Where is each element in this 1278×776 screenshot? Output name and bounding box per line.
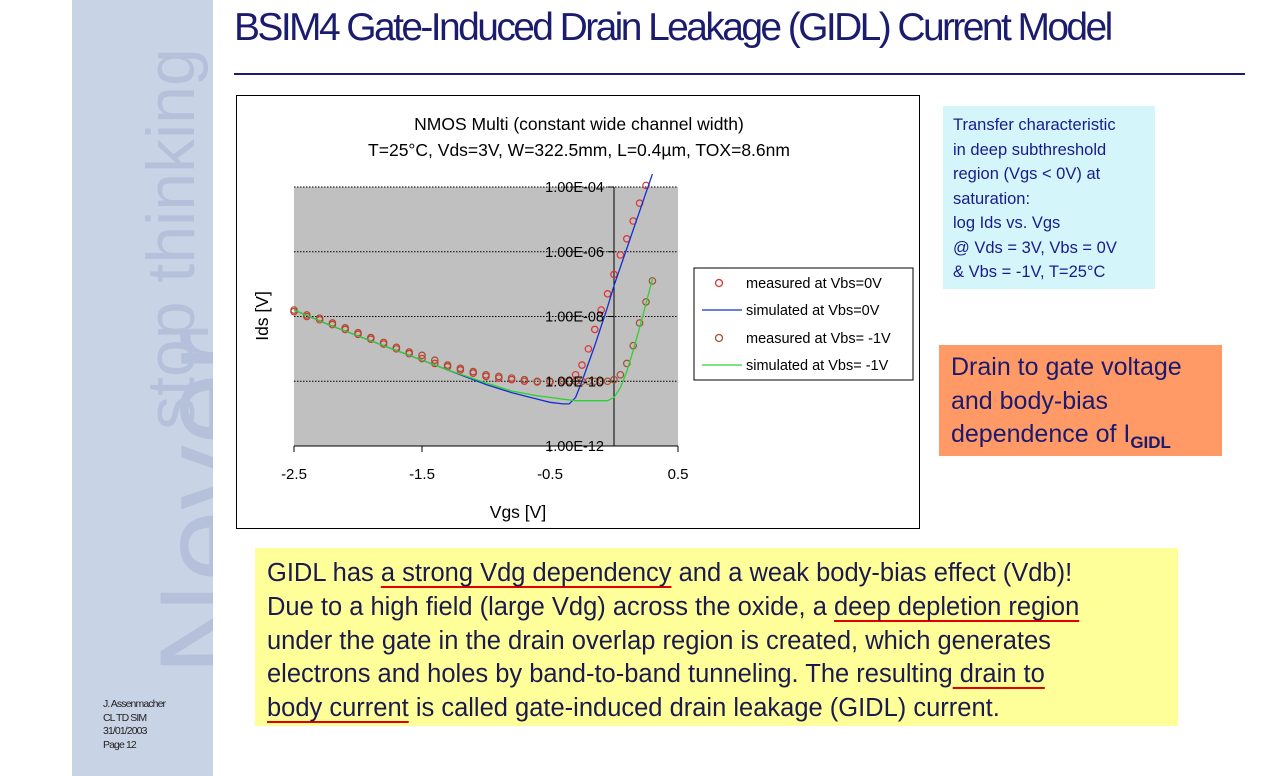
x-tick-label: -1.5 [409, 466, 435, 483]
chart-title: NMOS Multi (constant wide channel width) [414, 114, 744, 134]
data-point [290, 306, 298, 314]
data-point [443, 361, 452, 369]
data-point [482, 370, 490, 379]
legend-label: simulated at Vbs=0V [746, 303, 880, 319]
data-point [418, 351, 426, 360]
gidl-explanation: GIDL has a strong Vdg dependency and a w… [255, 548, 1178, 726]
legend-marker-swatch [714, 333, 724, 343]
data-point [520, 375, 529, 384]
sidebar-watermark: stop thinking Never [132, 48, 213, 676]
side-note-line: saturation: [953, 189, 1031, 208]
side-note-line: @ Vds = 3V, Vbs = 0V [953, 238, 1117, 257]
gidl-text: Due to a high field (large Vdg) across t… [267, 592, 834, 621]
data-point [303, 311, 311, 319]
data-point [610, 375, 618, 384]
side-note: Transfer characteristic in deep subthres… [943, 106, 1155, 289]
watermark-never: Never [132, 329, 213, 676]
chart-svg: NMOS Multi (constant wide channel width)… [252, 114, 914, 522]
gidl-line: electrons and holes by band-to-band tunn… [267, 658, 1166, 692]
data-point [597, 306, 606, 314]
callout-text: dependence of I [951, 420, 1131, 448]
gidl-text: and a weak body-bias effect (Vdb)! [671, 559, 1073, 587]
footer-dept: CL TD SIM [103, 711, 147, 724]
data-point [622, 359, 631, 368]
legend-label: measured at Vbs=0V [746, 276, 882, 292]
data-point [494, 372, 503, 381]
data-point [456, 364, 465, 373]
x-axis-label: Vgs [V] [490, 502, 546, 522]
y-tick-label: 1.00E-08 [545, 310, 604, 326]
side-note-line: Transfer characteristic [953, 116, 1116, 134]
footer-author: J. Assenmacher [103, 698, 166, 710]
x-tick-label: -0.5 [537, 466, 563, 483]
y-tick-label: 1.00E-04 [545, 180, 604, 196]
slide-title: BSIM4 Gate-Induced Drain Leakage (GIDL) … [234, 6, 1113, 49]
gidl-underlined: drain to [952, 660, 1045, 689]
gidl-text: is called gate-induced drain leakage (GI… [408, 694, 1000, 723]
side-note-line: region (Vgs < 0V) at [953, 165, 1101, 183]
legend-marker-swatch [714, 278, 724, 288]
side-note-line: in deep subthreshold [953, 140, 1107, 159]
y-axis-label: Ids [V] [252, 291, 272, 341]
gidl-text: GIDL has [267, 559, 381, 587]
data-point [590, 325, 599, 334]
legend-label: simulated at Vbs= -1V [746, 358, 889, 374]
y-tick-label: 1.00E-12 [545, 439, 604, 455]
gidl-text: electrons and holes by band-to-band tunn… [267, 660, 953, 689]
callout-line: dependence of IGIDL [951, 418, 1210, 460]
gidl-line: under the gate in the drain overlap regi… [267, 625, 1166, 659]
data-point [648, 277, 657, 285]
gidl-underlined: a strong Vdg dependency [380, 559, 672, 587]
side-note-line: log Ids vs. Vgs [953, 214, 1061, 232]
data-point [546, 377, 554, 386]
data-point [616, 370, 625, 379]
gidl-text: under the gate in the drain overlap regi… [267, 626, 1051, 655]
sidebar: stop thinking Never [72, 0, 213, 776]
chart-legend [693, 267, 914, 381]
data-point [431, 356, 439, 365]
footer-date: 31/01/2003 [103, 725, 147, 737]
callout-subscript: GIDL [1130, 433, 1171, 452]
gidl-underlined: body current [267, 694, 409, 723]
x-tick-label: -2.5 [281, 466, 307, 483]
data-point [616, 251, 625, 259]
data-point [584, 345, 593, 353]
gidl-line: body current is called gate-induced drai… [267, 692, 1166, 726]
data-point [578, 361, 586, 369]
gidl-underlined: deep depletion region [834, 592, 1080, 621]
y-tick-label: 1.00E-06 [545, 245, 604, 261]
x-tick-label: 0.5 [668, 466, 689, 483]
chart-subtitle: T=25°C, Vds=3V, W=322.5mm, L=0.4µm, TOX=… [368, 140, 790, 160]
data-point [603, 290, 612, 298]
gidl-line: GIDL has a strong Vdg dependency and a w… [267, 557, 1166, 591]
slide-footer: J. Assenmacher CL TD SIM 31/01/2003 Page… [103, 698, 166, 752]
data-point [533, 377, 542, 386]
title-rule [234, 73, 1245, 75]
data-point [507, 374, 516, 382]
legend-label: measured at Vbs= -1V [746, 331, 891, 347]
callout-line: Drain to gate voltage [951, 353, 1182, 381]
series-line [293, 279, 654, 402]
gidl-dependence-callout: Drain to gate voltage and body-bias depe… [939, 345, 1222, 456]
callout-line: and body-bias [951, 386, 1109, 415]
watermark-stop-thinking: stop thinking [133, 48, 209, 430]
footer-page: Page 12 [103, 738, 137, 751]
y-tick-label: 1.00E-10 [545, 374, 604, 390]
gidl-line: Due to a high field (large Vdg) across t… [267, 591, 1166, 625]
side-note-line: & Vbs = -1V, T=25°C [953, 263, 1106, 281]
data-point [469, 367, 478, 376]
chart-container: NMOS Multi (constant wide channel width)… [236, 95, 920, 529]
